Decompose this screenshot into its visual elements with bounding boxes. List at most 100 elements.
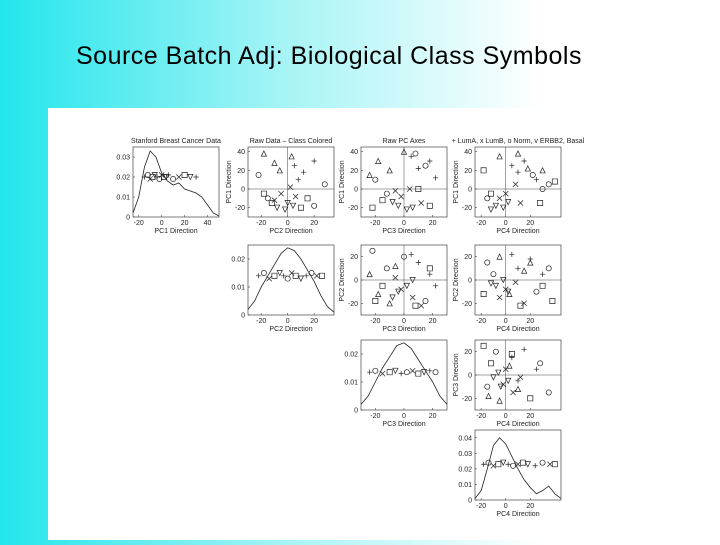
data-point [268, 200, 275, 206]
data-point [292, 193, 299, 200]
data-point [408, 153, 414, 159]
data-point [537, 360, 544, 367]
y-tick-label: 40 [237, 149, 245, 156]
data-point [379, 282, 386, 289]
data-point [366, 171, 373, 178]
y-tick-label: -20 [348, 301, 358, 308]
data-point [432, 369, 439, 376]
plot-frame [132, 146, 220, 218]
subplot-title: Raw Data – Class Colored [250, 138, 333, 145]
x-axis-label: PC3 Direction [382, 421, 425, 428]
y-tick-label: 0.01 [344, 380, 358, 387]
data-point [291, 163, 297, 169]
subplot: Stanford Breast Cancer Data PC1 Direction… [116, 138, 221, 235]
data-point [521, 158, 527, 164]
y-axis-label: PC3 Direction [453, 353, 460, 396]
data-point [398, 371, 404, 377]
data-point [521, 346, 527, 352]
data-point [492, 348, 499, 355]
data-point [515, 461, 521, 468]
data-point [500, 459, 507, 467]
data-point [176, 174, 182, 180]
x-tick-label: 20 [310, 220, 318, 227]
plot-frame [247, 244, 335, 316]
data-point [506, 362, 513, 369]
data-point [392, 262, 399, 269]
data-point [517, 200, 524, 206]
x-tick-label: 0 [402, 220, 406, 227]
data-point [418, 302, 425, 309]
x-tick-label: 0 [504, 503, 508, 510]
data-point [515, 378, 521, 384]
y-tick-label: 0.03 [458, 451, 472, 458]
data-point [539, 271, 546, 277]
subplot: PC2 Direction-20 0 20 0 0.01 0.02 [231, 244, 335, 333]
data-point [539, 186, 546, 192]
data-point [505, 377, 512, 385]
data-point [287, 184, 294, 190]
x-tick-label: 20 [526, 413, 534, 420]
data-point [311, 202, 318, 209]
data-point [529, 172, 536, 178]
data-point [409, 294, 416, 301]
data-point [480, 342, 487, 349]
data-point [496, 397, 503, 404]
data-point [515, 265, 521, 271]
x-axis-label: PC1 Direction [154, 228, 197, 235]
slide-title: Source Batch Adj: Biological Class Symbo… [76, 42, 582, 70]
data-point [527, 395, 534, 402]
data-point [426, 202, 433, 209]
data-point [480, 291, 487, 297]
data-point [260, 270, 267, 276]
data-point [496, 195, 503, 202]
y-tick-label: 0 [241, 187, 245, 194]
data-point [412, 150, 419, 157]
x-tick-label: 0 [402, 413, 406, 420]
data-point [271, 159, 278, 166]
data-point [545, 389, 552, 396]
data-point [533, 177, 540, 183]
data-point [392, 367, 399, 375]
plot-frame [247, 146, 335, 218]
subplot: PC3 Direction-20 0 20 0 0.01 0.02 [344, 339, 448, 428]
x-tick-label: 20 [181, 220, 189, 227]
x-tick-label: 0 [504, 413, 508, 420]
data-point [304, 195, 311, 202]
data-point [545, 181, 552, 188]
data-point [415, 259, 421, 266]
data-point [514, 150, 522, 157]
y-tick-label: 0 [468, 373, 472, 380]
data-point [383, 190, 390, 197]
data-point [485, 459, 492, 466]
y-tick-label: 0.02 [344, 352, 358, 359]
data-point [415, 165, 421, 172]
data-point [422, 298, 429, 304]
x-tick-label: 20 [526, 503, 534, 510]
data-point [369, 247, 376, 254]
data-point [545, 265, 552, 272]
x-tick-label: 0 [402, 318, 406, 325]
data-point [297, 204, 304, 211]
x-tick-label: 0 [286, 318, 290, 325]
x-tick-label: -20 [476, 413, 486, 420]
data-point [386, 299, 393, 307]
data-point [488, 190, 494, 197]
data-point [484, 259, 491, 266]
y-tick-label: 0.01 [458, 482, 472, 489]
data-point [539, 282, 546, 289]
data-point [284, 275, 291, 282]
data-point [292, 272, 299, 279]
data-point [412, 302, 419, 309]
data-point [372, 176, 379, 183]
data-point [519, 459, 526, 466]
data-point [510, 462, 517, 469]
x-tick-label: -20 [370, 220, 380, 227]
y-tick-label: 0 [126, 215, 130, 222]
y-tick-label: -20 [462, 396, 472, 403]
data-point [281, 273, 287, 279]
data-point [276, 166, 283, 174]
data-point [490, 374, 497, 381]
data-point [187, 174, 194, 181]
data-point [490, 462, 497, 469]
